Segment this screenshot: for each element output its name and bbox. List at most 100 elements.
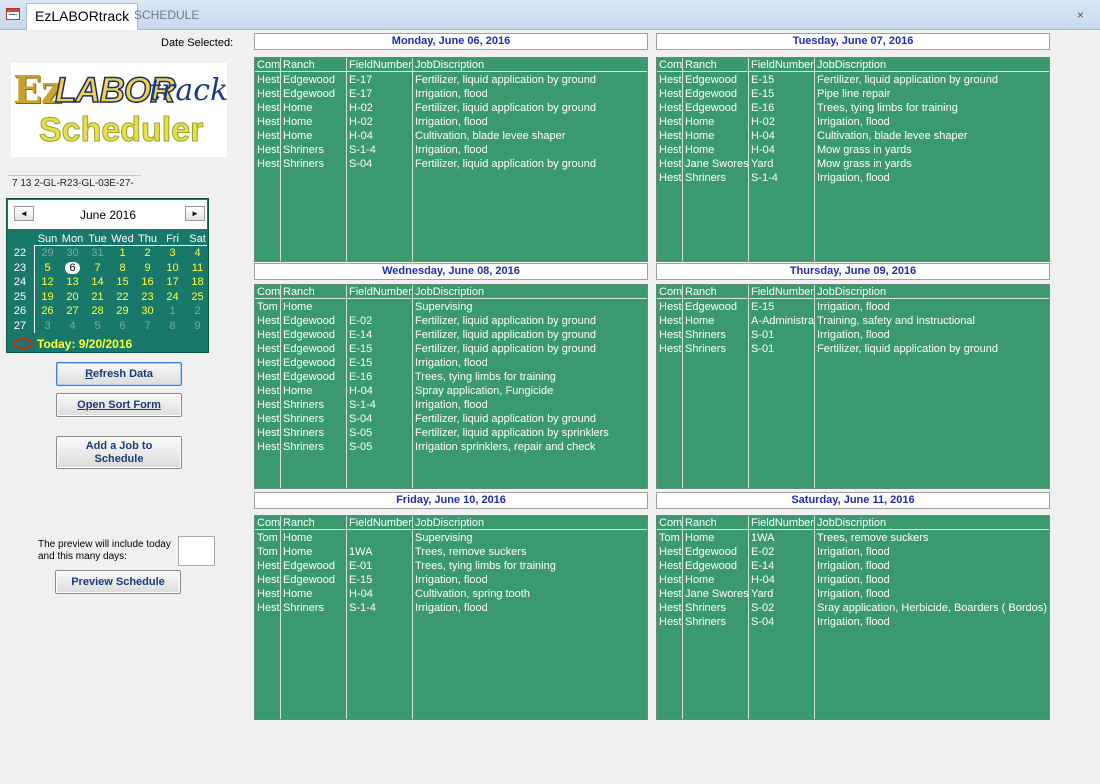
column-header-ranch[interactable]: Ranch: [685, 286, 717, 298]
column-header-ranch[interactable]: Ranch: [283, 517, 315, 529]
calendar-day[interactable]: 31: [91, 247, 104, 259]
table-row[interactable]: Hest Shriners S-02 Sray application, Herbic…: [657, 601, 1049, 615]
table-row[interactable]: Hest Jane Swores Yard Mow grass in yards: [657, 157, 1049, 171]
column-header-com[interactable]: Com: [257, 517, 280, 529]
add-job-to-schedule-button[interactable]: Add a Job to Schedule: [56, 436, 182, 469]
calendar-day[interactable]: 14: [91, 276, 104, 288]
day-schedule-grid[interactable]: Com Ranch FieldNumber JobDiscription Tom Home…: [254, 284, 648, 489]
table-row[interactable]: Hest Edgewood E-02 Irrigation, flood: [657, 545, 1049, 559]
calendar-day[interactable]: 30: [66, 247, 79, 259]
table-row[interactable]: Hest Edgewood E-01 Trees, tying limbs for t…: [255, 559, 647, 573]
table-row[interactable]: Hest Shriners S-04 Irrigation, flood: [657, 615, 1049, 629]
calendar-day[interactable]: 5: [44, 261, 51, 274]
column-header-com[interactable]: Com: [659, 286, 682, 298]
table-row[interactable]: Hest Shriners S-1-4 Irrigation, flood: [657, 171, 1049, 185]
table-row[interactable]: Tom Home Supervising: [255, 300, 647, 314]
day-schedule-grid[interactable]: Com Ranch FieldNumber JobDiscription Hest Edg…: [656, 284, 1050, 489]
calendar-day[interactable]: 1: [119, 247, 126, 259]
calendar-day-selected[interactable]: 6: [60, 261, 85, 274]
column-header-job-description[interactable]: JobDiscription: [817, 517, 887, 529]
column-header-field-number[interactable]: FieldNumber: [349, 59, 412, 71]
table-row[interactable]: Hest Shriners S-01 Fertilizer, liquid appli…: [657, 342, 1049, 356]
table-row[interactable]: Hest Edgewood E-15 Irrigation, flood: [255, 573, 647, 587]
today-link[interactable]: Today: 9/20/2016: [13, 337, 132, 351]
calendar-day[interactable]: 3: [169, 247, 176, 259]
column-header-job-description[interactable]: JobDiscription: [415, 286, 485, 298]
calendar-day[interactable]: 11: [191, 261, 204, 274]
column-header-ranch[interactable]: Ranch: [685, 517, 717, 529]
calendar-day[interactable]: 26: [41, 305, 54, 317]
day-schedule-grid[interactable]: Com Ranch FieldNumber JobDiscription Tom Home…: [254, 515, 648, 720]
refresh-data-button[interactable]: Refresh Data: [56, 362, 182, 386]
calendar-day[interactable]: 19: [41, 290, 54, 303]
close-icon[interactable]: ×: [1076, 8, 1084, 22]
table-row[interactable]: Hest Home H-02 Irrigation, flood: [255, 115, 647, 129]
table-row[interactable]: Hest Shriners S-05 Irrigation sprinklers, r…: [255, 440, 647, 454]
table-row[interactable]: Hest Shriners S-04 Fertilizer, liquid appli…: [255, 157, 647, 171]
calendar-day[interactable]: 7: [94, 261, 101, 274]
column-header-field-number[interactable]: FieldNumber: [349, 517, 412, 529]
table-row[interactable]: Hest Home H-04 Cultivation, blade levee sha…: [657, 129, 1049, 143]
calendar-day[interactable]: 10: [166, 261, 179, 274]
table-row[interactable]: Hest Edgewood E-15 Fertilizer, liquid appli…: [657, 73, 1049, 87]
calendar-day[interactable]: 22: [116, 290, 129, 303]
calendar-day[interactable]: 5: [94, 319, 101, 332]
table-row[interactable]: Hest Home H-02 Irrigation, flood: [657, 115, 1049, 129]
calendar-day[interactable]: 9: [144, 261, 151, 274]
table-row[interactable]: Hest Jane Swores Yard Irrigation, flood: [657, 587, 1049, 601]
calendar-day[interactable]: 4: [194, 247, 201, 259]
table-row[interactable]: Tom Home 1WA Trees, remove suckers: [255, 545, 647, 559]
open-sort-form-button[interactable]: Open Sort Form: [56, 393, 182, 417]
column-header-com[interactable]: Com: [257, 286, 280, 298]
table-row[interactable]: Hest Edgewood E-17 Fertilizer, liquid appli…: [255, 73, 647, 87]
calendar-day[interactable]: 25: [191, 290, 204, 303]
day-schedule-grid[interactable]: Com Ranch FieldNumber JobDiscription Tom Home…: [656, 515, 1050, 720]
calendar-day[interactable]: 28: [91, 305, 104, 317]
column-header-field-number[interactable]: FieldNumber: [751, 286, 814, 298]
table-row[interactable]: Hest Home H-02 Fertilizer, liquid applicati…: [255, 101, 647, 115]
column-header-com[interactable]: Com: [257, 59, 280, 71]
table-row[interactable]: Hest Home A-Administra Training, safety and…: [657, 314, 1049, 328]
column-header-com[interactable]: Com: [659, 59, 682, 71]
code-field[interactable]: 7 13 2-GL-R23-GL-03E-27-: [8, 175, 141, 192]
calendar-day[interactable]: 16: [141, 276, 154, 288]
column-header-ranch[interactable]: Ranch: [283, 286, 315, 298]
table-row[interactable]: Hest Shriners S-04 Fertilizer, liquid appli…: [255, 412, 647, 426]
table-row[interactable]: Hest Edgewood E-15 Irrigation, flood: [255, 356, 647, 370]
calendar-day[interactable]: 21: [91, 290, 104, 303]
column-header-job-description[interactable]: JobDiscription: [817, 286, 887, 298]
calendar-day[interactable]: 4: [69, 319, 76, 332]
table-row[interactable]: Hest Shriners S-01 Irrigation, flood: [657, 328, 1049, 342]
calendar-day[interactable]: 13: [66, 276, 79, 288]
calendar-day[interactable]: 29: [116, 305, 129, 317]
preview-days-input[interactable]: [178, 536, 215, 566]
column-header-job-description[interactable]: JobDiscription: [415, 517, 485, 529]
table-row[interactable]: Hest Edgewood E-15 Pipe line repair: [657, 87, 1049, 101]
calendar-day[interactable]: 23: [141, 290, 154, 303]
calendar-day[interactable]: 8: [169, 319, 176, 332]
calendar-day[interactable]: 12: [41, 276, 54, 288]
table-row[interactable]: Hest Shriners S-05 Fertilizer, liquid appli…: [255, 426, 647, 440]
calendar-day[interactable]: 3: [44, 319, 51, 332]
table-row[interactable]: Hest Shriners S-1-4 Irrigation, flood: [255, 143, 647, 157]
tab-schedule[interactable]: SCHEDULE: [134, 8, 200, 22]
column-header-ranch[interactable]: Ranch: [685, 59, 717, 71]
calendar-day[interactable]: 15: [116, 276, 129, 288]
calendar-day[interactable]: 29: [41, 247, 54, 259]
day-schedule-grid[interactable]: Com Ranch FieldNumber JobDiscription Hest Edg…: [656, 57, 1050, 262]
table-row[interactable]: Hest Edgewood E-17 Irrigation, flood: [255, 87, 647, 101]
column-header-job-description[interactable]: JobDiscription: [415, 59, 485, 71]
calendar-day[interactable]: 8: [119, 261, 126, 274]
column-header-com[interactable]: Com: [659, 517, 682, 529]
table-row[interactable]: Hest Edgewood E-02 Fertilizer, liquid appli…: [255, 314, 647, 328]
date-picker-calendar[interactable]: ◄ June 2016 ► Today: 9/20/2016 Sun Mon Tue…: [6, 198, 209, 353]
day-schedule-grid[interactable]: Com Ranch FieldNumber JobDiscription Hest Edg…: [254, 57, 648, 262]
calendar-day[interactable]: 24: [166, 290, 179, 303]
next-month-button[interactable]: ►: [185, 206, 205, 221]
table-row[interactable]: Tom Home Supervising: [255, 531, 647, 545]
preview-schedule-button[interactable]: Preview Schedule: [55, 570, 181, 594]
column-header-field-number[interactable]: FieldNumber: [751, 59, 814, 71]
table-row[interactable]: Hest Home H-04 Spray application, Fungicide: [255, 384, 647, 398]
table-row[interactable]: Hest Home H-04 Cultivation, spring tooth: [255, 587, 647, 601]
table-row[interactable]: Hest Shriners S-1-4 Irrigation, flood: [255, 601, 647, 615]
